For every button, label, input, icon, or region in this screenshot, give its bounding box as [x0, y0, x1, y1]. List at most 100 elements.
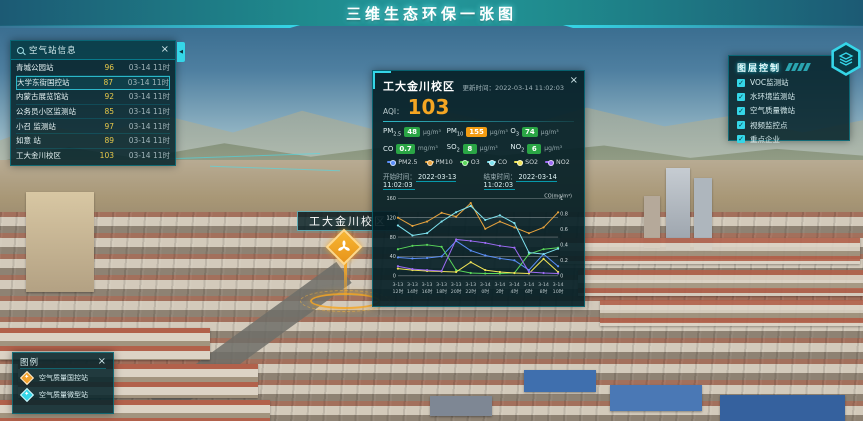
layer-item-label: 视频监控点	[750, 120, 788, 130]
end-time: 结束时间： 2022-03-14 11:02:03	[483, 171, 575, 190]
pollutant-cell: NO2 6 µg/m³	[510, 143, 574, 153]
map-legend-item: ✦ 空气质量国控站	[19, 370, 106, 386]
layer-panel-header: 图层控制	[737, 60, 841, 74]
aqi-value: 103	[407, 95, 450, 119]
svg-text:0.8: 0.8	[560, 211, 568, 217]
pollutant-trend-chart: 0408012016000.20.40.60.81CO(mg/m³)3-1312…	[386, 193, 572, 295]
station-list-title: 空气站信息	[29, 46, 77, 56]
legend-title: 图例	[20, 358, 40, 368]
svg-text:2时: 2时	[496, 288, 504, 295]
legend-item[interactable]: O3	[459, 158, 480, 166]
end-time-value[interactable]: 2022-03-14 11:02:03	[483, 172, 557, 190]
station-type-icon: ✦	[19, 370, 35, 386]
scene-tower	[694, 178, 712, 250]
svg-text:3-14: 3-14	[538, 282, 549, 288]
svg-text:3-14: 3-14	[509, 282, 520, 288]
map-legend-label: 空气质量微型站	[39, 391, 88, 399]
map-legend-item: ✦ 空气质量微型站	[19, 387, 106, 403]
legend-label: SO2	[525, 158, 539, 166]
search-icon	[17, 46, 24, 54]
svg-text:0.4: 0.4	[560, 242, 568, 248]
aqi-label: AQI：	[383, 107, 404, 116]
start-time-value[interactable]: 2022-03-13 11:02:03	[383, 172, 457, 190]
checkbox-icon[interactable]: ✓	[737, 92, 745, 101]
legend-item[interactable]: PM2.5	[387, 158, 418, 166]
checkbox-icon[interactable]: ✓	[737, 106, 745, 115]
legend-marker	[387, 159, 397, 166]
legend-label: PM2.5	[398, 158, 418, 166]
close-icon[interactable]: ×	[569, 75, 578, 86]
svg-text:16时: 16时	[422, 288, 433, 295]
station-detail-popup: 工大金川校区 更新时间：2022-03-14 11:02:03 × AQI： 1…	[372, 70, 585, 307]
station-update-time: 03-14 11时	[128, 136, 170, 146]
svg-text:8时: 8时	[540, 288, 548, 295]
layer-item-label: VOC监测站	[750, 78, 789, 87]
station-update-time: 03-14 11时	[128, 121, 170, 131]
layer-item[interactable]: ✓ 视频监控点	[737, 120, 841, 131]
legend-label: NO2	[556, 158, 570, 166]
start-time-label: 开始时间：	[383, 172, 416, 181]
station-name: 青城公园站	[16, 63, 54, 73]
legend-marker	[514, 159, 524, 166]
layers-icon[interactable]	[831, 42, 861, 76]
popup-title: 工大金川校区	[383, 80, 455, 93]
legend-marker	[486, 159, 496, 166]
page-title: 三维生态环保一张图	[345, 4, 517, 23]
layer-item[interactable]: ✓ VOC监测站	[737, 77, 841, 88]
station-aqi-value: 96	[104, 63, 114, 73]
scene-warehouse	[430, 396, 492, 416]
svg-text:0时: 0时	[481, 288, 489, 295]
station-row[interactable]: 工大金川校区 103 03-14 11时	[16, 149, 170, 164]
scene-tower	[644, 196, 660, 248]
pollutant-unit: µg/m³	[489, 128, 508, 136]
decor-stripes	[785, 63, 811, 71]
close-icon[interactable]: ×	[97, 356, 106, 367]
svg-text:0.2: 0.2	[560, 258, 568, 264]
legend-item[interactable]: CO	[486, 159, 507, 166]
pollutant-name: NO2	[510, 143, 525, 154]
checkbox-icon[interactable]: ✓	[737, 135, 745, 144]
svg-text:160: 160	[386, 196, 395, 202]
pollutant-name: PM10	[446, 127, 464, 138]
pollutant-unit: µg/m³	[544, 145, 563, 153]
legend-item[interactable]: SO2	[514, 159, 538, 166]
map-legend-label: 空气质量国控站	[39, 374, 88, 382]
station-row[interactable]: 如意 站 89 03-14 11时	[16, 134, 170, 149]
svg-text:10时: 10时	[553, 288, 564, 295]
close-icon[interactable]: ×	[160, 44, 169, 55]
station-row[interactable]: 公务员小区监测站 85 03-14 11时	[16, 105, 170, 120]
station-marker-icon[interactable]	[325, 228, 363, 266]
legend-marker	[424, 159, 434, 166]
pollutant-cell: SO2 8 µg/m³	[447, 143, 511, 153]
panel-collapse-tab[interactable]: ◀	[177, 42, 185, 62]
station-row[interactable]: 大学东街国控站 87 03-14 11时	[16, 75, 170, 91]
layer-item[interactable]: ✓ 重点企业	[737, 134, 841, 145]
layer-item[interactable]: ✓ 空气质量微站	[737, 105, 841, 116]
station-list-panel: 空气站信息 × 青城公园站 96 03-14 11时 大学东街国控站 87 03-14 1…	[10, 40, 176, 166]
svg-text:14时: 14时	[407, 288, 418, 295]
checkbox-icon[interactable]: ✓	[737, 78, 745, 87]
update-time-label: 更新时间：	[462, 84, 495, 92]
station-aqi-value: 92	[104, 92, 114, 102]
scene-building	[26, 192, 94, 292]
svg-text:18时: 18时	[436, 288, 447, 295]
start-time: 开始时间： 2022-03-13 11:02:03	[383, 171, 474, 190]
legend-item[interactable]: PM10	[424, 159, 453, 166]
legend-item[interactable]: NO2	[545, 159, 570, 166]
checkbox-icon[interactable]: ✓	[737, 121, 745, 130]
popup-header: 工大金川校区 更新时间：2022-03-14 11:02:03 ×	[383, 76, 578, 94]
station-update-time: 03-14 11时	[128, 63, 170, 73]
pollutant-value-badge: 155	[466, 127, 487, 138]
layer-item[interactable]: ✓ 水环境监测站	[737, 91, 841, 102]
pollutant-name: PM2.5	[383, 127, 402, 138]
station-row[interactable]: 小召 监测站 97 03-14 11时	[16, 119, 170, 134]
station-row[interactable]: 内蒙古展览馆站 92 03-14 11时	[16, 90, 170, 105]
svg-text:3-14: 3-14	[553, 282, 564, 288]
pollutant-value-badge: 8	[462, 143, 477, 154]
station-aqi-value: 87	[103, 78, 113, 88]
pollutant-unit: µg/m³	[422, 128, 441, 136]
scene-warehouse	[524, 370, 596, 392]
legend-label: O3	[470, 158, 480, 166]
station-row[interactable]: 青城公园站 96 03-14 11时	[16, 61, 170, 76]
